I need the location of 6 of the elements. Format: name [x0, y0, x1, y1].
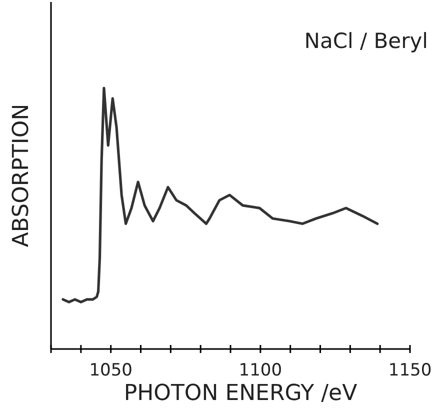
x-axis-title: PHOTON ENERGY /eV [124, 381, 358, 406]
chart-title: NaCl / Beryl [304, 29, 428, 53]
y-axis-title: ABSORPTION [9, 104, 34, 248]
x-tick-label: 1100 [238, 360, 282, 381]
x-tick-label: 1150 [388, 360, 432, 381]
x-tick-label: 1050 [89, 360, 132, 381]
